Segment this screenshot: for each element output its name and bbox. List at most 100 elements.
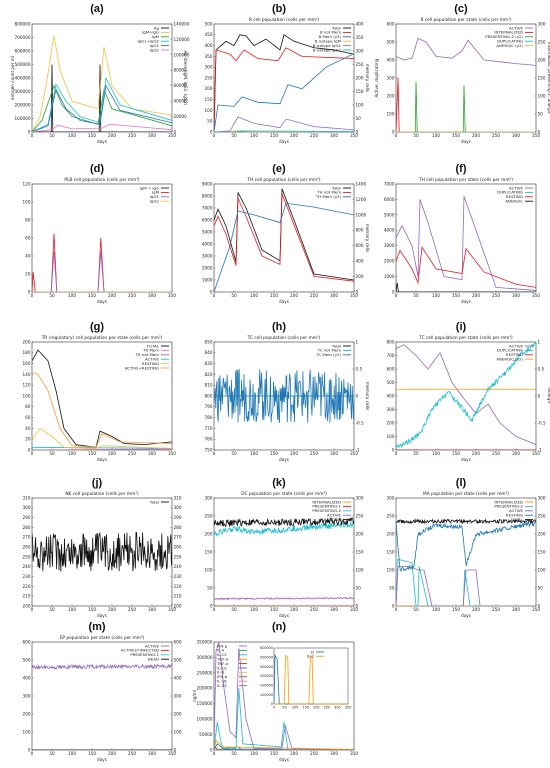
series-line-ifn-g xyxy=(214,642,354,750)
legend-entry: RESTING xyxy=(506,352,523,357)
y-tick-label: 0 xyxy=(210,603,213,608)
y-tick-label: 100000 xyxy=(197,717,213,722)
x-tick-label: 250 xyxy=(128,451,136,456)
x-tick-label: 50 xyxy=(413,607,419,612)
panel-label: (f) xyxy=(456,163,467,175)
y-tick-label: 830 xyxy=(205,361,213,366)
y2-axis-label: memory cells xyxy=(365,382,370,410)
x-tick-label: 100 xyxy=(250,607,258,612)
series-line-il-10 xyxy=(214,743,354,750)
y-tick-label: 400000 xyxy=(15,75,31,80)
x-tick-label: 350 xyxy=(350,451,358,456)
y-tick-label: 750 xyxy=(205,447,213,452)
series-line-total xyxy=(32,531,172,572)
y2-tick-label: 600 xyxy=(174,639,182,644)
y-tick-label: 100 xyxy=(23,393,31,398)
x-tick-label: 200 xyxy=(108,607,116,612)
y-tick-label: 270 xyxy=(23,535,31,540)
y2-tick-label: 60000 xyxy=(174,83,188,88)
x-tick-label: 0 xyxy=(31,751,34,756)
y-tick-label: 150 xyxy=(205,97,213,102)
legend-entry: TGF-b xyxy=(216,657,229,662)
y2-tick-label: 1200 xyxy=(356,197,367,202)
y-tick-label: 300 xyxy=(205,495,213,500)
x-tick-label: 200 xyxy=(290,293,298,298)
y-tick-label: 100 xyxy=(23,199,31,204)
y-tick-label: 100 xyxy=(387,434,395,439)
y-tick-label: 1000 xyxy=(202,277,213,282)
panel-label: (i) xyxy=(456,321,467,333)
chart-panel-j: (j) NK cell population (cells per mm³) 0 50… xyxy=(8,474,186,624)
y-tick-label: 7000 xyxy=(384,181,395,186)
y-tick-label: 220 xyxy=(23,584,31,589)
y2-tick-label: 150 xyxy=(356,89,364,94)
legend-entry: B Mem (y2) xyxy=(319,34,342,39)
series-line-resting xyxy=(32,427,172,450)
x-tick-label: 50 xyxy=(413,133,419,138)
x-axis-label: days xyxy=(279,457,289,462)
x-tick-label: 100 xyxy=(432,293,440,298)
x-tick-label: 50 xyxy=(49,451,55,456)
y-tick-label: 240 xyxy=(23,564,31,569)
x-tick-label: 150 xyxy=(270,751,278,756)
y-tick-label: 850 xyxy=(205,339,213,344)
x-tick-label: 50 xyxy=(231,607,237,612)
chart-panel-a: (a) 0 50 100 150 200 250 300 350 0 100000 200000 300… xyxy=(8,0,190,150)
y2-tick-label: 270 xyxy=(174,535,182,540)
y2-tick-label: 150 xyxy=(538,75,546,80)
series-line-b-isotype-igm xyxy=(214,130,354,132)
series-line-il-2 xyxy=(274,654,348,705)
legend-entry: IgM + IgG xyxy=(140,185,159,190)
y2-tick-label: 300 xyxy=(538,495,546,500)
y2-tick-label: 1 xyxy=(356,339,359,344)
legend-entry: IgG1+IgG2 xyxy=(138,39,160,44)
chart-title: NK cell population (cells per mm³) xyxy=(65,491,139,497)
y2-tick-label: 200 xyxy=(356,274,364,279)
chart-title: MA population per state (cells per mm³) xyxy=(423,491,509,497)
y-tick-label: 200000 xyxy=(15,102,31,107)
x-axis-label: days xyxy=(97,457,107,462)
chart-svg-n: (n)0 50 100 150 200 250 300 3500500001000001500… xyxy=(192,621,358,762)
y2-tick-label: -0.5 xyxy=(538,420,547,425)
legend-entry: PRESENTING-1 xyxy=(312,504,341,509)
legend-entry: TH not Mem xyxy=(316,190,341,195)
x-tick-label: 100 xyxy=(68,451,76,456)
x-tick-label: 250 xyxy=(310,451,318,456)
legend-entry: TC not Mem xyxy=(317,348,341,353)
legend-entry: IL-23 xyxy=(217,683,227,688)
y-tick-label: 400 xyxy=(387,57,395,62)
series-line-igm-igg xyxy=(32,35,172,132)
y-tick-label: 60 xyxy=(25,415,31,420)
chart-panel-b: (b) B cell population (cells per mm³) 0 50 1… xyxy=(190,0,371,150)
legend-entry: IgG2 xyxy=(150,47,160,52)
x-tick-label: 200 xyxy=(290,607,298,612)
y2-tick-label: 300 xyxy=(538,21,546,26)
y-tick-label: 600 xyxy=(387,21,395,26)
x-tick-label: 350 xyxy=(350,751,358,756)
chart-title: DC population per state (cells per mm³) xyxy=(241,491,327,497)
y2-tick-label: 280 xyxy=(174,525,182,530)
y2-tick-label: 50 xyxy=(356,585,362,590)
y-tick-label: 80 xyxy=(25,404,31,409)
x-tick-label: 0 xyxy=(213,607,216,612)
legend: IFN-gIL-4IL-12TGF-bTNF-aIL-10IL-6IFN-bIL… xyxy=(216,643,247,688)
y-tick-label: 500000 xyxy=(15,62,31,67)
y-axis-label: ng/ml xyxy=(192,690,197,702)
y-tick-label: 800000 xyxy=(15,21,31,26)
y2-tick-label: -0.5 xyxy=(356,420,365,425)
legend-entry: ACTIVE xyxy=(327,513,341,518)
x-axis-label: days xyxy=(97,139,107,144)
x-tick-label: 350 xyxy=(532,133,540,138)
y-tick-label: 40 xyxy=(25,426,31,431)
series-line-internalized xyxy=(396,77,536,132)
x-tick-label: 200 xyxy=(290,751,298,756)
y-tick-label: 400 xyxy=(205,43,213,48)
y-tick-label: 5000 xyxy=(384,212,395,217)
x-tick-label: 250 xyxy=(128,751,136,756)
x-tick-label: 50 xyxy=(231,751,237,756)
y-tick-label: 4000 xyxy=(202,241,213,246)
panel-label: (a) xyxy=(90,3,104,15)
legend-entry: IL-12 xyxy=(217,652,227,657)
y2-tick-label: 100 xyxy=(356,102,364,107)
